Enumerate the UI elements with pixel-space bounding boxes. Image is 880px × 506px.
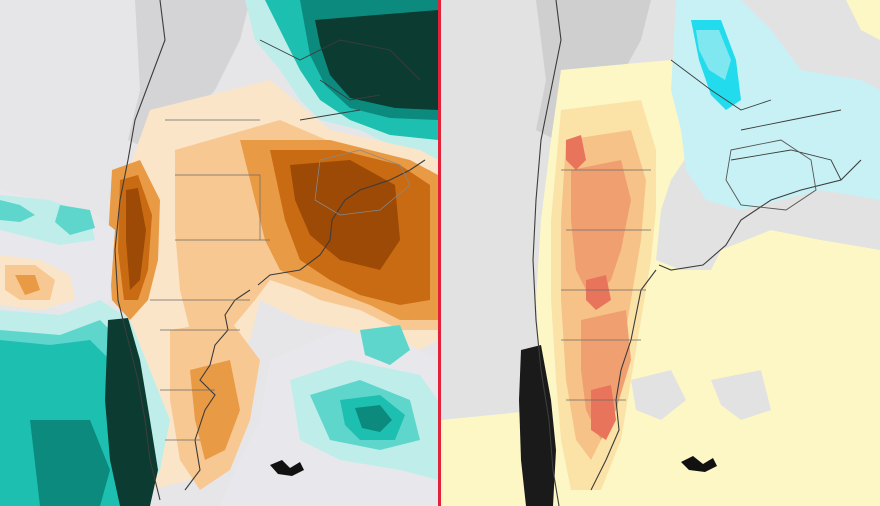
- precipitation-anomaly-map: [0, 0, 438, 506]
- left-map-panel: [0, 0, 438, 506]
- panel-divider: [438, 0, 441, 506]
- temperature-anomaly-map: [441, 0, 880, 506]
- right-map-panel: [441, 0, 880, 506]
